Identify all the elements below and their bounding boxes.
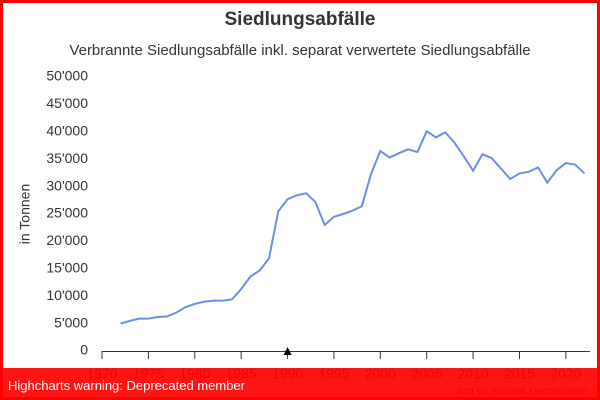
y-axis-label: in Tonnen <box>17 184 33 244</box>
chart-title: Siedlungsabfälle <box>225 9 376 30</box>
y-tick-label: 15'000 <box>46 260 88 276</box>
y-tick-label: 45'000 <box>46 95 88 111</box>
y-tick-label: 30'000 <box>46 177 88 193</box>
y-tick-label: 40'000 <box>46 123 88 139</box>
y-tick-label: 10'000 <box>46 287 88 303</box>
chart-subtitle: Verbrannte Siedlungsabfälle inkl. separa… <box>69 42 530 59</box>
y-tick-label: 50'000 <box>46 68 88 84</box>
y-tick-label: 0 <box>80 342 88 358</box>
warning-banner: Highcharts warning: Deprecated member <box>3 368 597 397</box>
line <box>120 129 586 325</box>
y-tick-label: 35'000 <box>46 150 88 166</box>
y-tick-label: 20'000 <box>46 232 88 248</box>
y-tick-label: 25'000 <box>46 205 88 221</box>
marker <box>283 347 292 355</box>
y-tick-label: 5'000 <box>54 314 88 330</box>
